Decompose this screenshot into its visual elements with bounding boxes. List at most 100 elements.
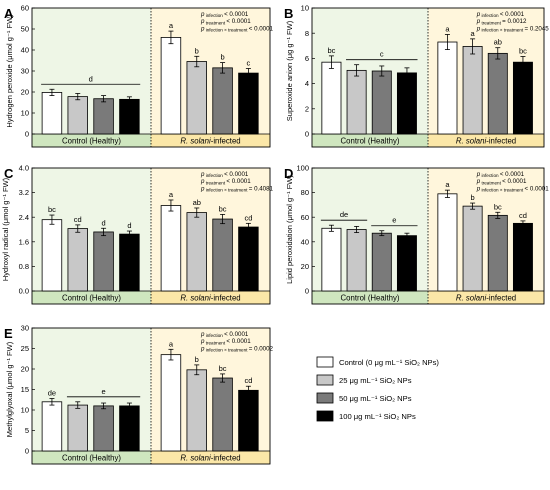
y-tick-label: 1.6	[19, 237, 29, 246]
bar	[346, 69, 367, 135]
panel-e: Control (Healthy) R. solani-infected 0 5 10 1…	[4, 324, 274, 465]
healthy-group-label: Control (Healthy)	[62, 137, 121, 146]
bar	[238, 72, 259, 135]
bar	[93, 98, 114, 135]
y-tick-label: 4	[305, 79, 309, 88]
p-value-2: p treatment < 0.0001	[200, 178, 251, 185]
bar	[321, 61, 342, 135]
p-value-1: p infection < 0.0001	[200, 331, 249, 338]
bar	[462, 205, 483, 292]
infected-strip	[151, 291, 270, 304]
p-value-3: p infection × treatment < 0.0001	[200, 25, 274, 32]
y-tick-label: 3.2	[19, 188, 29, 197]
panel-letter: A	[4, 6, 14, 21]
legend: Control (0 μg mL⁻¹ SiO₂ NPs) 25 μg mL⁻¹ S…	[316, 356, 439, 422]
bar	[212, 67, 233, 135]
bar	[119, 233, 140, 292]
significance-letter: a	[169, 339, 174, 348]
y-tick-label: 10	[21, 406, 29, 415]
y-tick-label: 0.8	[19, 262, 29, 271]
significance-letter: bc	[219, 204, 227, 213]
y-tick-label: 20	[301, 262, 309, 271]
plot-frame	[31, 167, 271, 305]
significance-letter: b	[195, 355, 199, 364]
significance-letter: bc	[48, 205, 56, 214]
y-tick-label: 30	[21, 67, 29, 76]
significance-letter: a	[169, 190, 174, 199]
p-value-3: p infection × treatment = 0.4081	[200, 185, 274, 192]
panel-a: Control (Healthy) R. solani-infected 0 10 20…	[4, 4, 274, 148]
significance-letter: a	[445, 180, 450, 189]
bar	[186, 61, 207, 135]
y-tick-label: 100	[296, 164, 309, 173]
plot-frame	[31, 327, 271, 465]
significance-letter: d	[89, 74, 93, 83]
healthy-strip	[312, 291, 428, 304]
infected-strip	[151, 134, 270, 147]
y-axis-label: Lipid peroxidation (μmol g⁻¹ FW)	[285, 175, 294, 284]
bar	[462, 46, 483, 135]
significance-letter: b	[195, 46, 199, 55]
p-value-1: p infection < 0.0001	[476, 171, 525, 178]
p-value-2: p treatment = 0.0012	[476, 18, 527, 25]
bar	[67, 96, 88, 135]
legend-label: 50 μg mL⁻¹ SiO₂ NPs	[339, 394, 412, 403]
p-value-3: p infection × treatment = 0.2045	[476, 25, 550, 32]
y-tick-label: 8	[305, 29, 309, 38]
bar	[160, 37, 182, 135]
y-tick-label: 10	[301, 4, 309, 13]
y-tick-label: 20	[21, 88, 29, 97]
significance-letter: e	[101, 387, 105, 396]
bar	[437, 41, 458, 135]
healthy-strip	[32, 291, 151, 304]
plot-frame	[311, 167, 545, 305]
y-tick-label: 20	[21, 365, 29, 374]
bar	[119, 405, 140, 452]
infected-group-label: R. solani-infected	[456, 137, 516, 146]
bar	[67, 228, 88, 292]
panel-letter: E	[4, 326, 13, 341]
panel-c: Control (Healthy) R. solani-infected 0.0 0.…	[1, 164, 274, 305]
y-tick-label: 0	[25, 130, 29, 139]
y-tick-label: 0.0	[19, 287, 29, 296]
y-tick-label: 40	[21, 46, 29, 55]
significance-letter: c	[247, 58, 251, 67]
bar	[186, 369, 207, 452]
y-tick-label: 25	[21, 344, 29, 353]
y-tick-label: 6	[305, 54, 309, 63]
bar	[160, 205, 182, 292]
significance-letter: e	[392, 216, 396, 225]
y-tick-label: 50	[21, 25, 29, 34]
plot-frame	[31, 7, 271, 148]
legend-label: 100 μg mL⁻¹ SiO₂ NPs	[339, 412, 416, 421]
panel-letter: D	[284, 166, 293, 181]
p-value-2: p treatment < 0.0001	[200, 338, 251, 345]
significance-letter: d	[127, 221, 131, 230]
legend-label: 25 μg mL⁻¹ SiO₂ NPs	[339, 376, 412, 385]
bar	[186, 212, 207, 292]
bar	[346, 229, 367, 292]
infected-group-label: R. solani-infected	[180, 137, 240, 146]
y-tick-label: 4.0	[19, 164, 29, 173]
y-tick-label: 60	[301, 213, 309, 222]
bar	[160, 354, 182, 452]
legend-swatch	[316, 374, 334, 386]
significance-letter: a	[169, 21, 174, 30]
legend-label: Control (0 μg mL⁻¹ SiO₂ NPs)	[339, 358, 439, 367]
y-axis-label: Hydroxyl radical (μmol g⁻¹ FW)	[1, 177, 10, 281]
significance-letter: c	[380, 50, 384, 59]
y-tick-label: 2	[305, 104, 309, 113]
significance-letter: cd	[519, 211, 527, 220]
plot-frame	[311, 7, 545, 148]
y-tick-label: 2.4	[19, 213, 29, 222]
bar	[437, 193, 458, 292]
significance-letter: cd	[244, 213, 252, 222]
bar	[93, 231, 114, 292]
legend-swatch	[316, 410, 334, 422]
bar	[512, 222, 533, 292]
significance-letter: de	[48, 389, 56, 398]
bar	[487, 214, 508, 292]
bar	[396, 235, 417, 292]
y-tick-label: 5	[25, 426, 29, 435]
significance-letter: a	[471, 29, 476, 38]
